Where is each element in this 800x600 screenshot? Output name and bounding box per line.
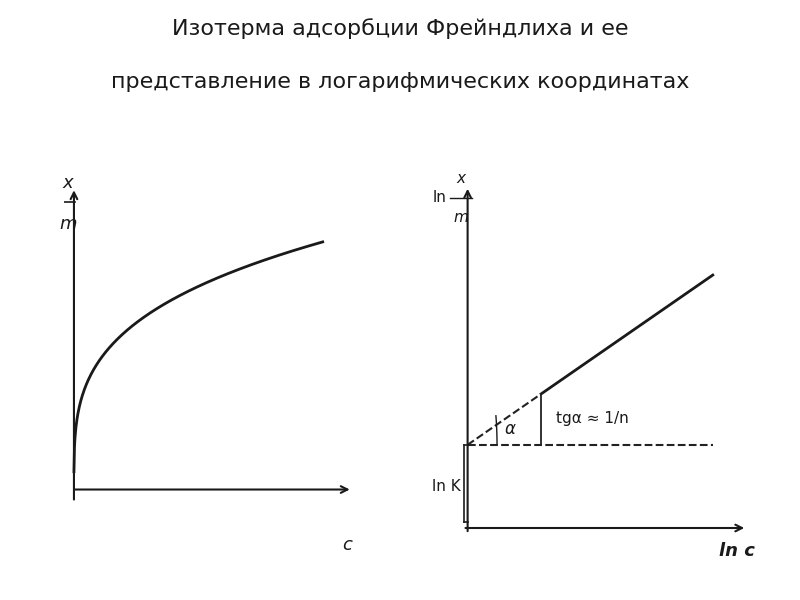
Text: x: x bbox=[457, 171, 466, 186]
Text: α: α bbox=[504, 421, 515, 439]
Text: m: m bbox=[59, 215, 77, 233]
Text: ln K: ln K bbox=[431, 479, 460, 494]
Text: Изотерма адсорбции Фрейндлиха и ее: Изотерма адсорбции Фрейндлиха и ее bbox=[172, 18, 628, 39]
Text: ln c: ln c bbox=[719, 542, 755, 560]
Text: представление в логарифмических координатах: представление в логарифмических координа… bbox=[111, 72, 689, 92]
Text: x: x bbox=[62, 175, 73, 193]
Text: m: m bbox=[454, 210, 469, 225]
Text: ln: ln bbox=[433, 190, 446, 205]
Text: tgα ≈ 1/n: tgα ≈ 1/n bbox=[556, 411, 629, 426]
Text: c: c bbox=[342, 536, 353, 554]
